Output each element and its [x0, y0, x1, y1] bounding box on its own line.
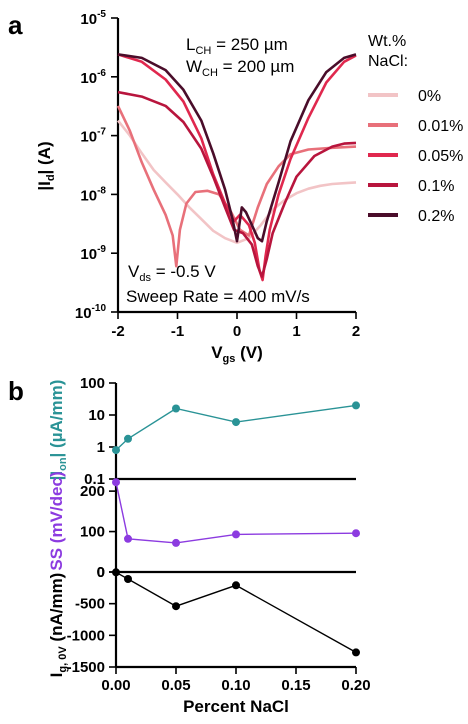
legend: 0% 0.01% 0.05% 0.1% 0.2%	[368, 88, 463, 225]
panel-b-point	[124, 434, 132, 443]
panel-b-point	[124, 534, 132, 543]
panel-b-x-tick-label: 0.20	[341, 677, 370, 694]
panel-b-y-tick-label: -500	[75, 596, 105, 613]
panel-b-y-tick-label: 1	[97, 439, 105, 456]
panel-b-point	[112, 446, 120, 455]
panel-a-y-tick-label: 10-10	[75, 303, 107, 322]
panel-b-point	[124, 575, 132, 583]
panel-b-point	[352, 648, 360, 657]
panel-label-a: a	[8, 10, 23, 40]
panel-a-y-tick-label: 10-8	[80, 185, 106, 204]
panel-b-x-ticks: 0.00 0.05 0.10 0.15 0.20	[101, 667, 371, 694]
panel-b-point	[172, 538, 180, 547]
panel-a-y-tick-label: 10-6	[80, 68, 106, 87]
panel-a-x-tick-label: 0	[233, 323, 241, 340]
legend-label: 0.2%	[418, 208, 454, 225]
panel-a-y-ticks: 10-10 10-9 10-8 10-7 10-6 10-5	[75, 9, 118, 322]
panel-b-ss-label: SS (mV/dec)	[47, 471, 66, 570]
panel-b-series-group	[112, 401, 360, 657]
panel-a-x-ticks: -2 -1 0 1 2	[111, 312, 360, 340]
annotation-lch: LCH = 250 µm	[186, 35, 288, 57]
panel-b-point	[172, 602, 180, 611]
panel-b-x-label: Percent NaCl	[183, 697, 289, 716]
panel-b-x-tick-label: 0.00	[101, 677, 130, 694]
series-line-0.05%	[117, 53, 357, 282]
panel-b-point	[232, 418, 240, 427]
annotation-wch: WCH = 200 µm	[186, 57, 294, 79]
legend-label: 0.01%	[418, 118, 463, 135]
panel-a-y-tick-label: 10-5	[80, 9, 106, 28]
panel-b-x-tick-label: 0.15	[281, 677, 310, 694]
panel-b-y-tick-label: -1000	[67, 627, 105, 644]
series-line-0.1%	[117, 90, 357, 278]
panel-a-series-group	[116, 53, 357, 282]
panel-b-ion-label: |Ion| (µA/mm)	[47, 380, 69, 481]
panel-b-point	[112, 478, 120, 487]
legend-title-1: Wt.%	[368, 33, 406, 50]
panel-a-plot: 10-10 10-9 10-8 10-7 10-6 10-5 -2 -1 0 1 2 |Id| (…	[35, 9, 463, 365]
panel-b-y-tick-label: -1500	[67, 659, 105, 676]
panel-a-x-tick-label: -1	[171, 323, 184, 340]
annotation-vds: Vds = -0.5 V	[128, 262, 216, 284]
panel-b-line-0	[115, 404, 357, 451]
panel-b-point	[112, 568, 120, 577]
panel-b-point	[352, 401, 360, 410]
legend-title-2: NaCl:	[368, 53, 408, 70]
panel-b-x-tick-label: 0.10	[221, 677, 250, 694]
legend-label: 0.1%	[418, 178, 454, 195]
panel-a-x-tick-label: -2	[111, 323, 124, 340]
panel-b-point	[232, 581, 240, 590]
series-line-0%	[116, 119, 357, 245]
legend-label: 0%	[418, 88, 441, 105]
panel-b-y-tick-label: 10	[88, 407, 105, 424]
panel-a-x-label: Vgs (V)	[211, 343, 263, 365]
panel-b-point	[232, 530, 240, 539]
annotation-sweep-rate: Sweep Rate = 400 mV/s	[126, 287, 310, 306]
panel-a-y-tick-label: 10-7	[80, 127, 106, 146]
panel-b-y-tick-label: 200	[80, 483, 105, 500]
panel-b-x-tick-label: 0.05	[161, 677, 190, 694]
legend-label: 0.05%	[418, 148, 463, 165]
panel-b-y-tick-label: 0	[97, 564, 105, 581]
series-line-0.2%	[117, 53, 357, 243]
panel-b-y-tick-label: 0.1	[84, 471, 105, 488]
panel-b-y-tick-label: 0	[97, 564, 105, 581]
panel-a-y-label: |Id| (A)	[35, 141, 57, 190]
panel-a-y-tick-label: 10-9	[80, 244, 106, 263]
panel-b-ig-label: Ig, 0V (nA/mm)	[47, 573, 69, 678]
panel-b-point	[352, 529, 360, 538]
panel-b-point	[172, 404, 180, 413]
panel-a-x-tick-label: 1	[292, 323, 300, 340]
panel-b-y-tick-label: 100	[80, 375, 105, 392]
panel-a-x-tick-label: 2	[352, 323, 360, 340]
panel-label-b: b	[8, 376, 24, 406]
panel-b-y-tick-label: 100	[80, 524, 105, 541]
